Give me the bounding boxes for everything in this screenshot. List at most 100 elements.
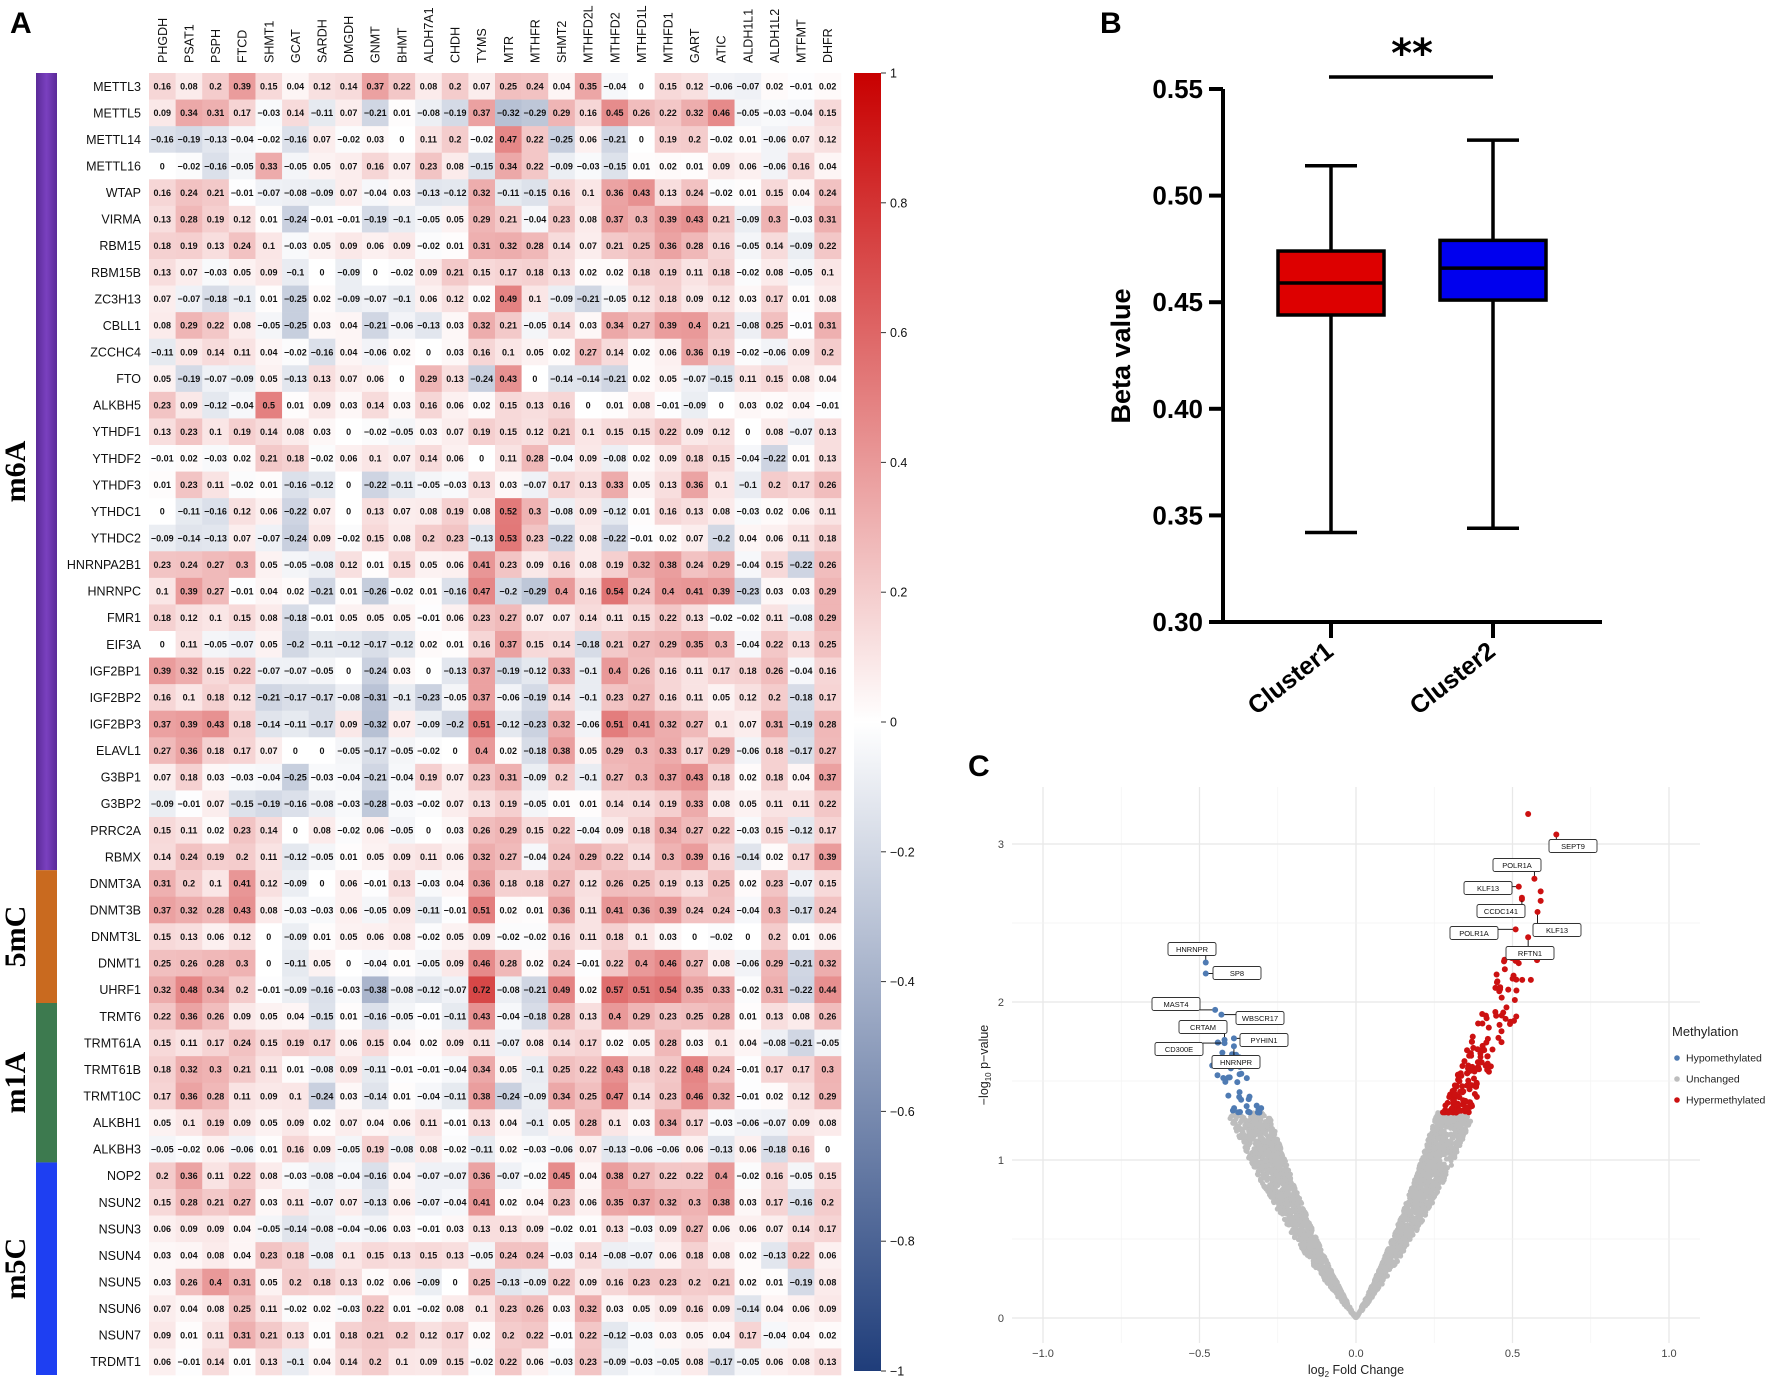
heatmap-cell: [335, 73, 363, 100]
heatmap-cell: [282, 949, 309, 977]
heatmap-cell: [361, 232, 389, 260]
heatmap-cell: [282, 259, 309, 286]
heatmap-cell: [175, 1135, 203, 1163]
cell-value: 0.22: [686, 1171, 704, 1181]
cell-value: −0.06: [657, 1144, 680, 1154]
panel-label-c: C: [968, 750, 990, 783]
heatmap-cell: [282, 73, 309, 100]
heatmap-cell: [149, 1056, 176, 1084]
cell-value: 0.21: [712, 1277, 730, 1287]
heatmap-cell: [681, 896, 709, 924]
cell-value: 0.21: [446, 268, 464, 278]
heatmap-cell: [548, 817, 576, 844]
cell-value: 0.23: [579, 1357, 597, 1367]
heatmap-cell: [814, 205, 842, 233]
heatmap-cell: [495, 684, 522, 712]
heatmap-cell: [574, 391, 602, 419]
heatmap-cell: [761, 471, 789, 499]
cell-value: 0.09: [313, 1144, 331, 1154]
heatmap-cell: [255, 949, 283, 977]
cell-value: 0.45: [553, 1171, 571, 1181]
heatmap-cell: [681, 551, 709, 579]
column-label: ALDH7A1: [422, 7, 436, 63]
cell-value: 0.08: [446, 161, 464, 171]
cell-value: 0.19: [659, 135, 677, 145]
heatmap-cell: [149, 73, 176, 100]
cell-value: 0.12: [633, 294, 651, 304]
heatmap-cell: [228, 631, 256, 658]
cell-value: 0.36: [686, 480, 704, 490]
cell-value: 0.03: [393, 400, 411, 410]
cell-value: −0.16: [311, 985, 334, 995]
heatmap-cell: [574, 179, 602, 207]
heatmap-cell: [308, 949, 336, 977]
heatmap-cell: [282, 1082, 309, 1110]
heatmap-cell: [654, 1135, 682, 1163]
cell-value: 0.31: [233, 1277, 251, 1287]
cell-value: 0.25: [766, 321, 784, 331]
cell-value: 0.06: [393, 1118, 411, 1128]
cell-value: 0.15: [526, 640, 544, 650]
heatmap-cell: [654, 684, 682, 712]
heatmap-cell: [707, 631, 735, 658]
heatmap-cell: [814, 976, 842, 1004]
heatmap-cell: [734, 73, 762, 100]
cell-value: 0.36: [659, 241, 677, 251]
cell-value: 0.04: [180, 1304, 198, 1314]
heatmap-cell: [149, 1082, 176, 1110]
heatmap-cell: [175, 737, 203, 765]
cell-value: −0.1: [579, 693, 597, 703]
cell-value: 0.15: [766, 826, 784, 836]
cell-value: −0.01: [790, 321, 813, 331]
cell-value: 0.15: [633, 613, 651, 623]
heatmap-cell: [574, 577, 602, 605]
heatmap-cell: [574, 1029, 602, 1057]
heatmap-cell: [361, 205, 389, 233]
cell-value: 0.25: [686, 1012, 704, 1022]
cell-value: 0.02: [766, 1091, 784, 1101]
heatmap-cell: [415, 790, 443, 818]
heatmap-cell: [521, 949, 549, 977]
heatmap-cell: [787, 365, 815, 393]
cell-value: 0.18: [659, 294, 677, 304]
cell-value: 0.09: [659, 454, 677, 464]
heatmap-cell: [388, 923, 416, 951]
heatmap-cell: [761, 338, 789, 366]
cell-value: 0.26: [819, 560, 837, 570]
cell-value: 0.19: [287, 1038, 305, 1048]
cell-value: 0.18: [154, 241, 172, 251]
cell-value: −0.08: [311, 1065, 334, 1075]
heatmap-cell: [654, 418, 682, 446]
heatmap-cell: [495, 524, 522, 552]
cell-value: 0.2: [369, 1357, 382, 1367]
cell-value: 0.14: [420, 454, 438, 464]
heatmap-cell: [228, 338, 256, 366]
heatmap-cell: [601, 232, 629, 260]
row-label: ALKBH5: [93, 399, 141, 413]
heatmap-cell: [415, 471, 443, 499]
cell-value: 0.05: [579, 746, 597, 756]
cell-value: 0.46: [659, 958, 677, 968]
heatmap-cell: [255, 976, 283, 1004]
cell-value: 0.06: [792, 507, 810, 517]
heatmap-cell: [787, 152, 815, 180]
cell-value: −0.05: [390, 826, 413, 836]
heatmap-cell: [415, 152, 443, 180]
cell-value: 0.05: [420, 560, 438, 570]
heatmap-cell: [149, 710, 176, 738]
heatmap-cell: [149, 1162, 176, 1190]
heatmap-cell: [308, 1162, 336, 1190]
heatmap-cell: [282, 471, 309, 499]
cell-value: 0.29: [500, 826, 518, 836]
heatmap-cell: [149, 684, 176, 712]
cell-value: 0: [346, 480, 351, 490]
heatmap-cell: [361, 923, 389, 951]
cell-value: 0.19: [659, 268, 677, 278]
heatmap-cell: [628, 232, 655, 260]
heatmap-cell: [255, 923, 283, 951]
heatmap-cell: [707, 338, 735, 366]
heatmap-cell: [202, 152, 230, 180]
cell-value: −0.07: [630, 1251, 653, 1261]
cell-value: −0.08: [390, 1144, 413, 1154]
heatmap-cell: [787, 73, 815, 100]
